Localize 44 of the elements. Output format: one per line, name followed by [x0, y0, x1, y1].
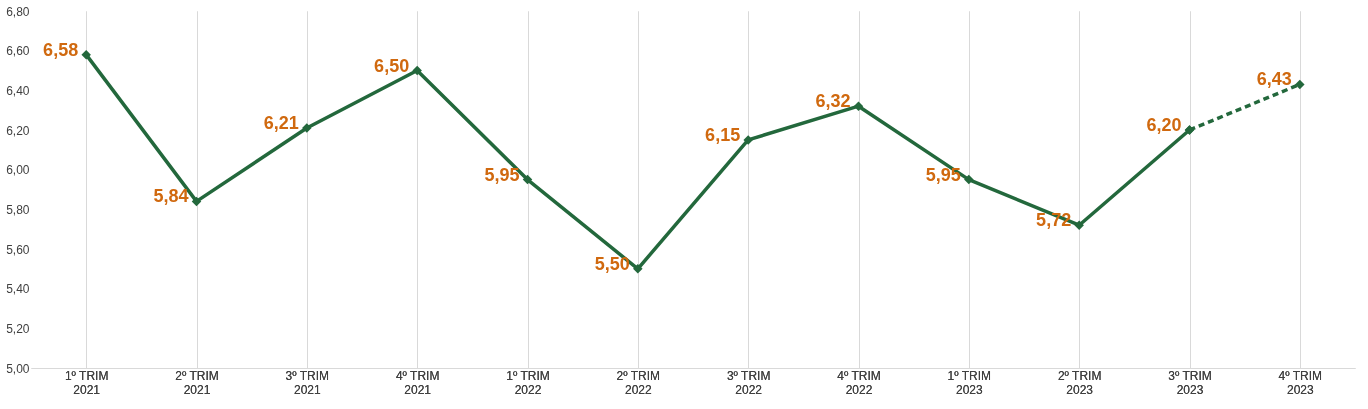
- point: [412, 65, 422, 76]
- x-tick-label: 3º TRIM 2021: [285, 368, 330, 397]
- point: [191, 196, 202, 207]
- point: [81, 49, 91, 60]
- y-tick-label: 6,00: [6, 163, 30, 178]
- y-tick-label: 5,20: [6, 321, 30, 336]
- y-tick-label: 5,00: [6, 361, 30, 376]
- data-label: 6,43: [1256, 69, 1292, 90]
- data-label: 5,72: [1036, 210, 1072, 231]
- y-tick-label: 6,60: [6, 44, 30, 59]
- point: [1184, 125, 1195, 135]
- data-label: 5,95: [925, 164, 961, 185]
- data-label: 6,20: [1146, 115, 1182, 135]
- x-tick-label: 1º TRIM 2023: [947, 368, 992, 397]
- x-tick-label: 4º TRIM 2021: [395, 368, 440, 397]
- y-tick-label: 6,20: [6, 123, 30, 138]
- point: [1295, 79, 1305, 90]
- point: [522, 174, 533, 185]
- data-label: 6,21: [263, 113, 299, 134]
- data-label: 5,95: [484, 164, 520, 185]
- y-tick-label: 5,40: [6, 282, 30, 297]
- data-label: 6,50: [374, 55, 410, 76]
- point: [853, 101, 864, 111]
- x-tick-label: 4º TRIM 2023: [1278, 368, 1323, 397]
- y-tick-label: 6,80: [6, 4, 30, 19]
- x-tick-label: 1º TRIM 2022: [506, 368, 550, 397]
- x-tick-label: 2º TRIM 2021: [175, 368, 219, 397]
- data-label: 5,50: [594, 253, 630, 274]
- y-tick-label: 5,60: [6, 242, 30, 257]
- x-tick-label: 3º TRIM 2022: [726, 368, 771, 397]
- point: [1074, 220, 1084, 230]
- data-label: 6,32: [815, 91, 851, 112]
- y-tick-label: 5,80: [6, 202, 30, 217]
- x-tick-label: 1º TRIM 2021: [64, 368, 109, 397]
- data-label: 5,84: [153, 186, 189, 207]
- x-tick-label: 4º TRIM 2022: [837, 368, 881, 397]
- point: [633, 264, 643, 274]
- x-tick-label: 2º TRIM 2022: [616, 368, 661, 397]
- x-tick-label: 2º TRIM 2023: [1057, 368, 1102, 397]
- data-label: 6,15: [705, 124, 741, 145]
- x-tick-label: 3º TRIM 2023: [1168, 368, 1212, 397]
- y-tick-label: 6,40: [6, 83, 30, 98]
- point: [964, 174, 974, 185]
- data-label: 6,58: [43, 39, 79, 60]
